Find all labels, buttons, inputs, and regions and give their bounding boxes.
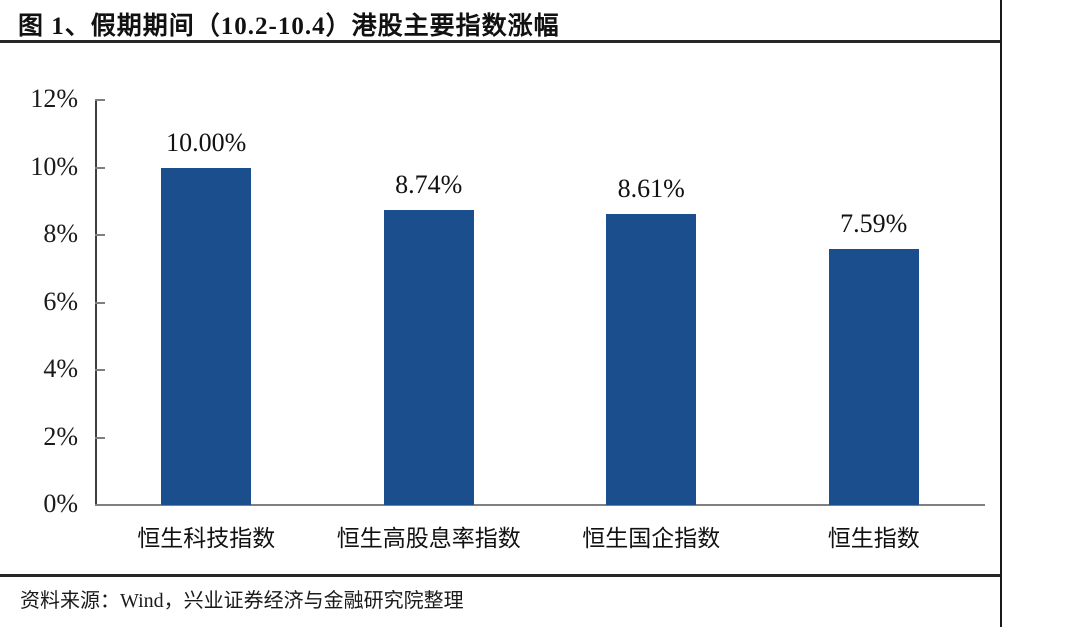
y-axis-tick [95, 99, 105, 101]
footer-divider [0, 574, 1001, 577]
y-axis-tick [95, 301, 105, 304]
y-axis-tick-label: 8% [43, 219, 78, 248]
y-axis-tick-label: 6% [43, 286, 78, 316]
bar [828, 248, 919, 505]
page-border [1000, 0, 1002, 627]
bar-value-label: 8.74% [395, 170, 463, 200]
x-axis-category-label: 恒生高股息率指数 [336, 526, 521, 551]
x-axis-category-label: 恒生科技指数 [137, 526, 276, 551]
bar-value-label: 10.00% [166, 127, 247, 157]
x-axis-category-label: 恒生指数 [827, 526, 920, 551]
x-axis-line [95, 504, 985, 506]
y-axis-tick-label: 12% [30, 84, 78, 113]
title-divider [0, 40, 1001, 43]
y-axis-tick [95, 234, 105, 236]
bar-value-label: 8.61% [617, 174, 685, 204]
bar [383, 210, 474, 505]
figure-title: 图 1、假期期间（10.2-10.4）港股主要指数涨幅 [18, 13, 560, 40]
bar-value-label: 7.59% [840, 208, 908, 238]
y-axis-tick-label: 4% [43, 354, 78, 383]
y-axis-tick [95, 436, 105, 439]
y-axis-tick [95, 369, 105, 371]
source-note: 资料来源：Wind，兴业证券经济与金融研究院整理 [20, 590, 464, 612]
x-axis-category-label: 恒生国企指数 [582, 526, 721, 551]
y-axis-tick-label: 2% [43, 421, 78, 451]
y-axis-tick-label: 10% [30, 151, 78, 181]
y-axis-tick-label: 0% [43, 489, 78, 518]
bar [606, 214, 697, 505]
y-axis-tick [95, 166, 105, 169]
bar [161, 167, 252, 505]
